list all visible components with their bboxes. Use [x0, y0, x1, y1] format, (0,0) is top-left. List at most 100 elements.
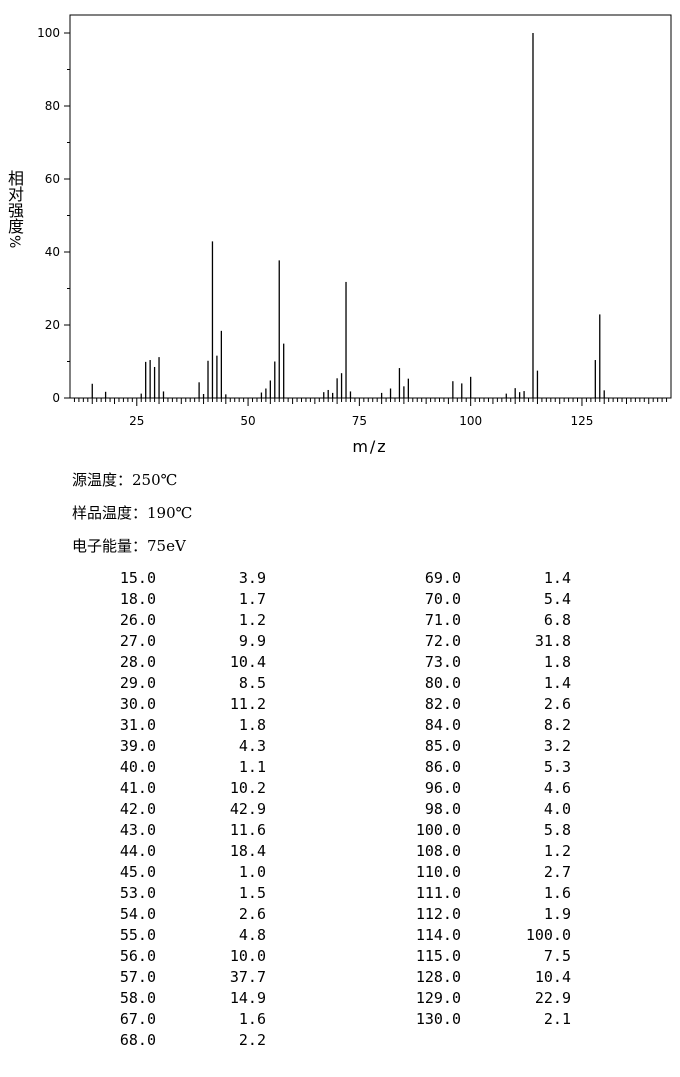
- mz-value: 128.0: [415, 968, 461, 986]
- mz-value: 111.0: [415, 884, 461, 902]
- mz-value: 80.0: [424, 674, 461, 692]
- intensity-value: 6.8: [543, 611, 571, 629]
- intensity-value: 2.6: [238, 905, 266, 923]
- mz-value: 73.0: [424, 653, 461, 671]
- intensity-value: 1.1: [238, 758, 266, 776]
- intensity-value: 4.3: [238, 737, 266, 755]
- intensity-value: 42.9: [229, 800, 266, 818]
- intensity-value: 1.4: [543, 569, 571, 587]
- intensity-value: 3.9: [238, 569, 266, 587]
- x-tick-label: 25: [129, 414, 144, 428]
- intensity-value: 22.9: [534, 989, 571, 1007]
- x-tick-label: 75: [352, 414, 367, 428]
- mz-value: 53.0: [119, 884, 156, 902]
- intensity-value: 5.8: [543, 821, 571, 839]
- mz-value: 42.0: [119, 800, 156, 818]
- intensity-value: 10.4: [229, 653, 266, 671]
- intensity-value: 1.6: [543, 884, 571, 902]
- intensity-value: 37.7: [229, 968, 266, 986]
- mz-value: 45.0: [119, 863, 156, 881]
- intensity-value: 4.6: [543, 779, 571, 797]
- mz-value: 54.0: [119, 905, 156, 923]
- y-axis-ticks: 0 20 40 60 80 100: [37, 26, 70, 405]
- intensity-value: 100.0: [525, 926, 571, 944]
- intensity-value: 11.2: [229, 695, 266, 713]
- intensity-value: 5.3: [543, 758, 571, 776]
- intensity-value: 1.7: [238, 590, 266, 608]
- mz-value: 69.0: [424, 569, 461, 587]
- intensity-value: 14.9: [229, 989, 266, 1007]
- y-tick-label: 60: [45, 172, 60, 186]
- intensity-value: 1.8: [543, 653, 571, 671]
- y-axis-label: 相对强度 %: [4, 170, 24, 252]
- intensity-value: 1.5: [238, 884, 266, 902]
- x-tick-label: 100: [459, 414, 482, 428]
- intensity-value: 4.0: [543, 800, 571, 818]
- x-tick-label: 50: [240, 414, 255, 428]
- intensity-value: 8.5: [238, 674, 266, 692]
- sample-temp-value: 190℃: [147, 504, 193, 522]
- intensity-value: 31.8: [534, 632, 571, 650]
- mz-value: 100.0: [415, 821, 461, 839]
- mz-value: 130.0: [415, 1010, 461, 1028]
- mz-value: 30.0: [119, 695, 156, 713]
- mz-value: 39.0: [119, 737, 156, 755]
- mz-value: 129.0: [415, 989, 461, 1007]
- intensity-value: 2.2: [238, 1031, 266, 1049]
- intensity-value: 1.8: [238, 716, 266, 734]
- electron-energy-label: 电子能量：: [72, 537, 148, 555]
- intensity-value: 1.0: [238, 863, 266, 881]
- mz-value: 57.0: [119, 968, 156, 986]
- plot-frame: [69, 14, 672, 399]
- electron-energy-value: 75eV: [147, 537, 186, 555]
- intensity-value: 2.1: [543, 1010, 571, 1028]
- mz-value: 41.0: [119, 779, 156, 797]
- intensity-value: 5.4: [543, 590, 571, 608]
- source-temp: 源温度：250℃: [72, 469, 177, 490]
- mz-value: 26.0: [119, 611, 156, 629]
- x-axis-label: m/z: [352, 437, 387, 456]
- intensity-value: 2.6: [543, 695, 571, 713]
- mz-value: 28.0: [119, 653, 156, 671]
- x-tick-label: 125: [571, 414, 594, 428]
- intensity-value: 1.2: [543, 842, 571, 860]
- intensity-value: 8.2: [543, 716, 571, 734]
- y-axis-label-text: 相对强度: [5, 170, 24, 234]
- mz-value: 15.0: [119, 569, 156, 587]
- source-temp-value: 250℃: [132, 471, 178, 489]
- intensity-value: 10.0: [229, 947, 266, 965]
- mz-value: 70.0: [424, 590, 461, 608]
- mz-value: 44.0: [119, 842, 156, 860]
- sample-temp-label: 样品温度：: [72, 504, 148, 522]
- intensity-value: 18.4: [229, 842, 266, 860]
- mz-value: 18.0: [119, 590, 156, 608]
- intensity-value: 11.6: [229, 821, 266, 839]
- mz-value: 43.0: [119, 821, 156, 839]
- electron-energy: 电子能量：75eV: [72, 535, 186, 556]
- y-tick-label: 20: [45, 318, 60, 332]
- mz-value: 55.0: [119, 926, 156, 944]
- y-tick-label: 100: [37, 26, 60, 40]
- sample-temp: 样品温度：190℃: [72, 502, 192, 523]
- mz-value: 86.0: [424, 758, 461, 776]
- mz-value: 27.0: [119, 632, 156, 650]
- mz-value: 67.0: [119, 1010, 156, 1028]
- mz-value: 115.0: [415, 947, 461, 965]
- intensity-value: 1.4: [543, 674, 571, 692]
- mz-value: 72.0: [424, 632, 461, 650]
- intensity-value: 3.2: [543, 737, 571, 755]
- y-axis-unit: %: [6, 234, 22, 248]
- mz-value: 96.0: [424, 779, 461, 797]
- source-temp-label: 源温度：: [72, 471, 133, 489]
- mz-value: 71.0: [424, 611, 461, 629]
- mz-value: 84.0: [424, 716, 461, 734]
- mz-value: 110.0: [415, 863, 461, 881]
- intensity-value: 2.7: [543, 863, 571, 881]
- mz-value: 108.0: [415, 842, 461, 860]
- mz-value: 82.0: [424, 695, 461, 713]
- mz-value: 98.0: [424, 800, 461, 818]
- mz-value: 85.0: [424, 737, 461, 755]
- mz-value: 31.0: [119, 716, 156, 734]
- y-tick-label: 80: [45, 99, 60, 113]
- mz-value: 29.0: [119, 674, 156, 692]
